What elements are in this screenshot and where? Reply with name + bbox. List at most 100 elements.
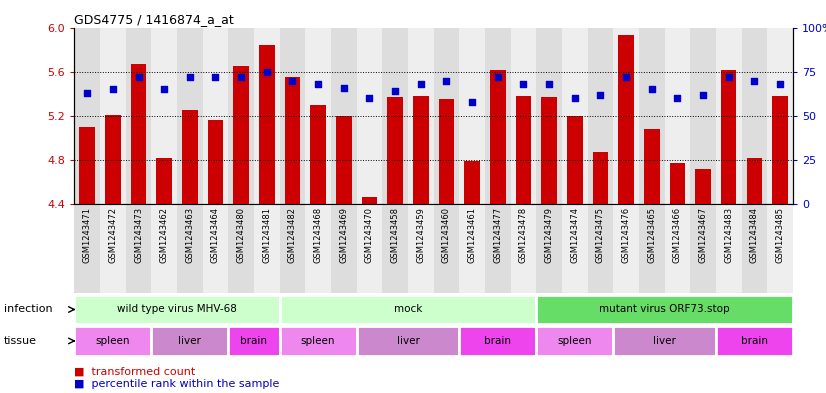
Point bbox=[337, 84, 350, 91]
Text: liver: liver bbox=[178, 336, 202, 346]
Bar bbox=[459, 28, 485, 204]
Bar bbox=[202, 204, 228, 293]
Text: GSM1243467: GSM1243467 bbox=[699, 207, 708, 263]
Point bbox=[594, 92, 607, 98]
Text: GSM1243481: GSM1243481 bbox=[263, 207, 271, 263]
Bar bbox=[434, 28, 459, 204]
Bar bbox=[434, 204, 459, 293]
Text: GSM1243484: GSM1243484 bbox=[750, 207, 759, 263]
Bar bbox=[331, 28, 357, 204]
Text: GSM1243458: GSM1243458 bbox=[391, 207, 400, 263]
Bar bbox=[306, 28, 331, 204]
Text: mutant virus ORF73.stop: mutant virus ORF73.stop bbox=[600, 305, 730, 314]
Text: infection: infection bbox=[4, 305, 53, 314]
Text: spleen: spleen bbox=[558, 336, 592, 346]
Point bbox=[209, 74, 222, 80]
Text: brain: brain bbox=[240, 336, 268, 346]
Point bbox=[363, 95, 376, 101]
Text: GSM1243466: GSM1243466 bbox=[673, 207, 682, 263]
Bar bbox=[613, 204, 639, 293]
Point bbox=[132, 74, 145, 80]
Text: GSM1243483: GSM1243483 bbox=[724, 207, 733, 263]
Point bbox=[235, 74, 248, 80]
Bar bbox=[515, 96, 531, 204]
Bar bbox=[100, 28, 126, 204]
Bar bbox=[74, 295, 280, 324]
Text: spleen: spleen bbox=[96, 336, 130, 346]
Bar bbox=[182, 110, 197, 204]
Text: GDS4775 / 1416874_a_at: GDS4775 / 1416874_a_at bbox=[74, 13, 234, 26]
Bar bbox=[691, 28, 716, 204]
Bar bbox=[151, 204, 177, 293]
Text: ■  transformed count: ■ transformed count bbox=[74, 366, 196, 376]
Text: GSM1243461: GSM1243461 bbox=[468, 207, 477, 263]
Bar bbox=[644, 129, 659, 204]
Bar bbox=[439, 99, 454, 204]
Bar bbox=[613, 326, 716, 356]
Bar bbox=[79, 127, 95, 204]
Bar bbox=[357, 326, 459, 356]
Bar bbox=[357, 204, 382, 293]
Bar bbox=[587, 28, 613, 204]
Bar bbox=[228, 28, 254, 204]
Text: brain: brain bbox=[741, 336, 768, 346]
Point bbox=[568, 95, 582, 101]
Bar bbox=[510, 204, 536, 293]
Bar bbox=[742, 28, 767, 204]
Text: GSM1243460: GSM1243460 bbox=[442, 207, 451, 263]
Bar bbox=[151, 28, 177, 204]
Bar bbox=[126, 28, 151, 204]
Text: GSM1243482: GSM1243482 bbox=[288, 207, 297, 263]
Text: GSM1243471: GSM1243471 bbox=[83, 207, 92, 263]
Point bbox=[107, 86, 120, 93]
Bar bbox=[541, 97, 557, 204]
Text: GSM1243479: GSM1243479 bbox=[544, 207, 553, 263]
Bar bbox=[280, 326, 357, 356]
Bar bbox=[665, 204, 691, 293]
Bar bbox=[639, 28, 665, 204]
Point bbox=[286, 77, 299, 84]
Bar bbox=[177, 28, 202, 204]
Bar bbox=[208, 120, 223, 204]
Point bbox=[311, 81, 325, 87]
Bar bbox=[413, 96, 429, 204]
Bar bbox=[131, 64, 146, 204]
Text: GSM1243472: GSM1243472 bbox=[108, 207, 117, 263]
Bar bbox=[747, 158, 762, 204]
Text: GSM1243463: GSM1243463 bbox=[185, 207, 194, 263]
Bar bbox=[562, 28, 587, 204]
Text: brain: brain bbox=[484, 336, 511, 346]
Bar bbox=[259, 45, 274, 204]
Bar bbox=[74, 204, 100, 293]
Text: GSM1243478: GSM1243478 bbox=[519, 207, 528, 263]
Point bbox=[696, 92, 710, 98]
Bar bbox=[306, 204, 331, 293]
Point bbox=[773, 81, 786, 87]
Bar bbox=[510, 28, 536, 204]
Point bbox=[440, 77, 453, 84]
Text: GSM1243462: GSM1243462 bbox=[159, 207, 169, 263]
Bar bbox=[619, 35, 634, 204]
Text: GSM1243464: GSM1243464 bbox=[211, 207, 220, 263]
Point bbox=[620, 74, 633, 80]
Text: tissue: tissue bbox=[4, 336, 37, 346]
Bar bbox=[311, 105, 325, 204]
Bar bbox=[536, 326, 613, 356]
Bar bbox=[536, 295, 793, 324]
Bar bbox=[670, 163, 685, 204]
Bar bbox=[485, 204, 510, 293]
Bar bbox=[464, 161, 480, 204]
Text: mock: mock bbox=[394, 305, 422, 314]
Bar bbox=[639, 204, 665, 293]
Bar bbox=[105, 115, 121, 204]
Text: GSM1243459: GSM1243459 bbox=[416, 207, 425, 263]
Bar bbox=[721, 70, 737, 204]
Bar bbox=[593, 152, 608, 204]
Text: GSM1243473: GSM1243473 bbox=[134, 207, 143, 263]
Bar bbox=[382, 204, 408, 293]
Bar bbox=[695, 169, 711, 204]
Bar bbox=[362, 196, 377, 204]
Bar bbox=[74, 28, 100, 204]
Point bbox=[491, 74, 505, 80]
Bar bbox=[490, 70, 506, 204]
